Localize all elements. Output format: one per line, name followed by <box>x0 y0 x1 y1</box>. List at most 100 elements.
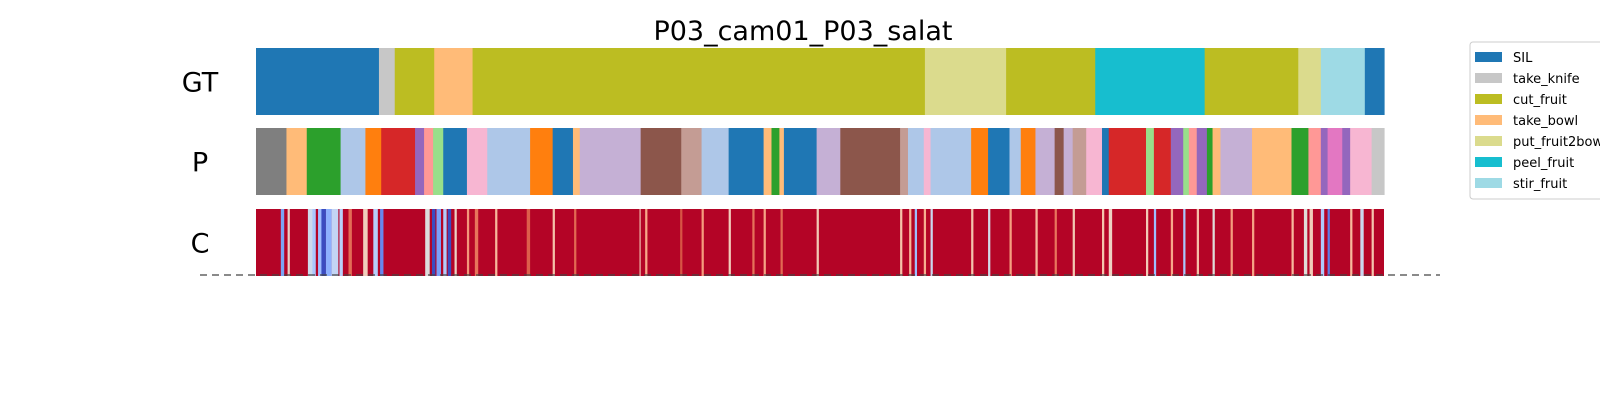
segment <box>424 128 434 195</box>
confidence-stripe <box>909 209 912 276</box>
confidence-stripe <box>436 209 441 276</box>
segment <box>816 128 841 195</box>
segment <box>907 128 925 195</box>
confidence-stripe <box>1153 209 1157 276</box>
confidence-stripe <box>331 209 339 276</box>
confidence-stripe <box>988 209 991 276</box>
confidence-stripe <box>325 209 332 276</box>
confidence-stripe <box>923 209 927 276</box>
confidence-stripe <box>1327 209 1330 276</box>
confidence-stripe <box>495 209 498 276</box>
legend-label: take_bowl <box>1513 114 1578 129</box>
segment <box>1170 128 1184 195</box>
row-label: GT <box>182 68 219 99</box>
segment <box>487 128 531 195</box>
legend-swatch <box>1475 136 1502 146</box>
segment <box>1153 128 1172 195</box>
confidence-stripe <box>1054 209 1057 276</box>
confidence-stripe <box>1009 209 1012 276</box>
segment <box>640 128 682 195</box>
confidence-stripe <box>1230 209 1233 276</box>
row-p: P <box>192 128 1385 195</box>
segment <box>1364 48 1385 115</box>
confidence-stripe <box>287 209 290 276</box>
segment <box>923 128 932 195</box>
confidence-stripe <box>1371 209 1374 276</box>
segment <box>930 128 972 195</box>
segment <box>286 128 308 195</box>
segment <box>433 128 444 195</box>
segment <box>779 128 785 195</box>
segment <box>381 128 416 195</box>
legend-swatch <box>1475 94 1502 104</box>
confidence-stripe <box>1320 209 1325 276</box>
legend-label: stir_fruit <box>1513 177 1567 192</box>
legend-label: take_knife <box>1513 72 1580 87</box>
confidence-stripe <box>447 209 452 276</box>
segment <box>1212 128 1222 195</box>
segment <box>1252 128 1293 195</box>
confidence-stripe <box>363 209 368 276</box>
confidence-stripe <box>574 209 577 276</box>
confidence-stripe <box>701 209 704 276</box>
confidence-stripe <box>1183 209 1186 276</box>
segment <box>378 48 396 115</box>
legend-swatch <box>1475 178 1502 188</box>
confidence-stripe <box>1196 209 1200 276</box>
chart-title: P03_cam01_P03_salat <box>653 16 952 47</box>
segment <box>971 128 989 195</box>
segment <box>434 48 474 115</box>
segment <box>771 128 780 195</box>
legend-swatch <box>1475 115 1502 125</box>
segment <box>466 128 488 195</box>
segment <box>552 128 574 195</box>
segment <box>1206 128 1214 195</box>
confidence-stripe <box>1252 209 1255 276</box>
confidence-stripe <box>900 209 903 276</box>
confidence-stripe <box>474 209 479 276</box>
segment <box>1183 128 1190 195</box>
confidence-stripe <box>1102 209 1105 276</box>
confidence-stripe <box>816 209 819 276</box>
segment <box>1006 48 1096 115</box>
segment <box>728 128 765 195</box>
confidence-stripe <box>526 209 531 276</box>
segment <box>1320 48 1366 115</box>
segment <box>1145 128 1155 195</box>
confidence-stripe <box>280 209 285 276</box>
confidence-stripe <box>443 209 447 276</box>
segment <box>415 128 425 195</box>
segment <box>1350 128 1373 195</box>
confidence-stripe <box>639 209 641 276</box>
segment <box>365 128 382 195</box>
row-gt: GT <box>182 48 1385 115</box>
confidence-stripe <box>1212 209 1215 276</box>
segment <box>1291 128 1310 195</box>
segment <box>1327 128 1343 195</box>
confidence-stripe <box>763 209 766 276</box>
segment <box>472 48 926 115</box>
confidence-stripe <box>1350 209 1353 276</box>
confidence-stripe <box>914 209 918 276</box>
segment <box>1086 128 1103 195</box>
legend-label: SIL <box>1513 51 1533 66</box>
confidence-stripe <box>971 209 974 276</box>
segment <box>1009 128 1022 195</box>
segment <box>1220 128 1253 195</box>
segment <box>256 128 288 195</box>
segment <box>900 128 909 195</box>
confidence-stripe <box>312 209 316 276</box>
confidence-stripe <box>930 209 933 276</box>
segment <box>256 48 380 115</box>
segment <box>988 128 1011 195</box>
segment <box>1072 128 1087 195</box>
legend-label: peel_fruit <box>1513 156 1574 171</box>
segment <box>1371 128 1385 195</box>
segment <box>572 128 581 195</box>
row-label: P <box>192 148 208 179</box>
legend: SIL take_knife cut_fruit take_bowl put_fruit… <box>1469 41 1600 200</box>
segment <box>1020 128 1037 195</box>
confidence-stripe <box>1108 209 1113 276</box>
confidence-stripe <box>348 209 352 276</box>
confidence-stripe <box>466 209 470 276</box>
